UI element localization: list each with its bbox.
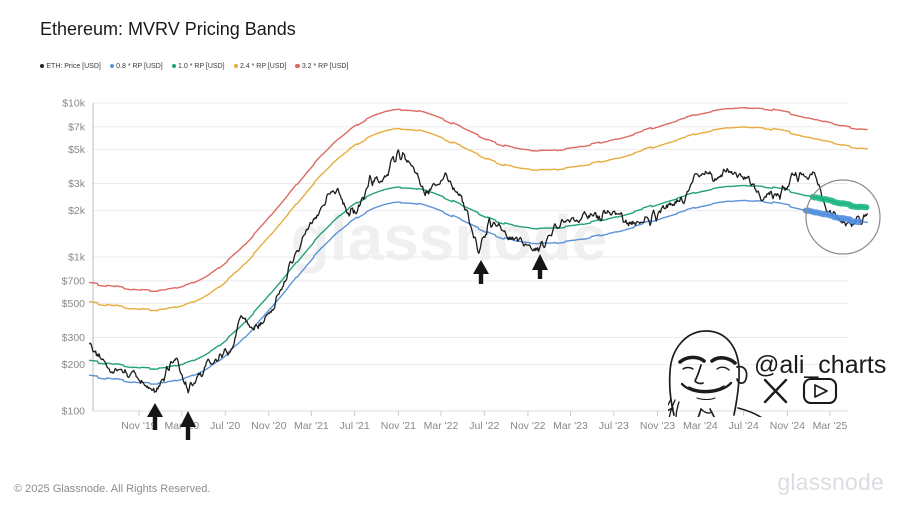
svg-text:Jul '24: Jul '24: [729, 420, 759, 432]
svg-text:Mar '25: Mar '25: [813, 420, 848, 432]
svg-text:$300: $300: [62, 332, 86, 344]
svg-text:$2k: $2k: [68, 205, 86, 217]
svg-text:Nov '20: Nov '20: [251, 420, 286, 432]
svg-text:Nov '24: Nov '24: [770, 420, 805, 432]
svg-text:$100: $100: [62, 406, 86, 418]
svg-text:$7k: $7k: [68, 121, 86, 133]
svg-text:Nov '23: Nov '23: [640, 420, 675, 432]
svg-text:Jul '21: Jul '21: [340, 420, 370, 432]
svg-text:$1k: $1k: [68, 252, 86, 264]
svg-text:$5k: $5k: [68, 144, 86, 156]
svg-text:Mar '23: Mar '23: [553, 420, 588, 432]
svg-text:Jul '20: Jul '20: [210, 420, 240, 432]
svg-text:Mar '21: Mar '21: [294, 420, 329, 432]
svg-text:Nov '19: Nov '19: [121, 420, 156, 432]
svg-text:$500: $500: [62, 298, 86, 310]
svg-text:Nov '22: Nov '22: [510, 420, 545, 432]
svg-text:@ali_charts: @ali_charts: [754, 351, 886, 379]
svg-text:Jul '23: Jul '23: [599, 420, 629, 432]
svg-text:Mar '22: Mar '22: [424, 420, 459, 432]
svg-text:$3k: $3k: [68, 178, 86, 190]
svg-text:$200: $200: [62, 359, 86, 371]
svg-text:Mar '24: Mar '24: [683, 420, 718, 432]
svg-text:$10k: $10k: [62, 98, 86, 110]
svg-text:$700: $700: [62, 275, 86, 287]
svg-text:Jul '22: Jul '22: [469, 420, 499, 432]
svg-text:Nov '21: Nov '21: [381, 420, 416, 432]
